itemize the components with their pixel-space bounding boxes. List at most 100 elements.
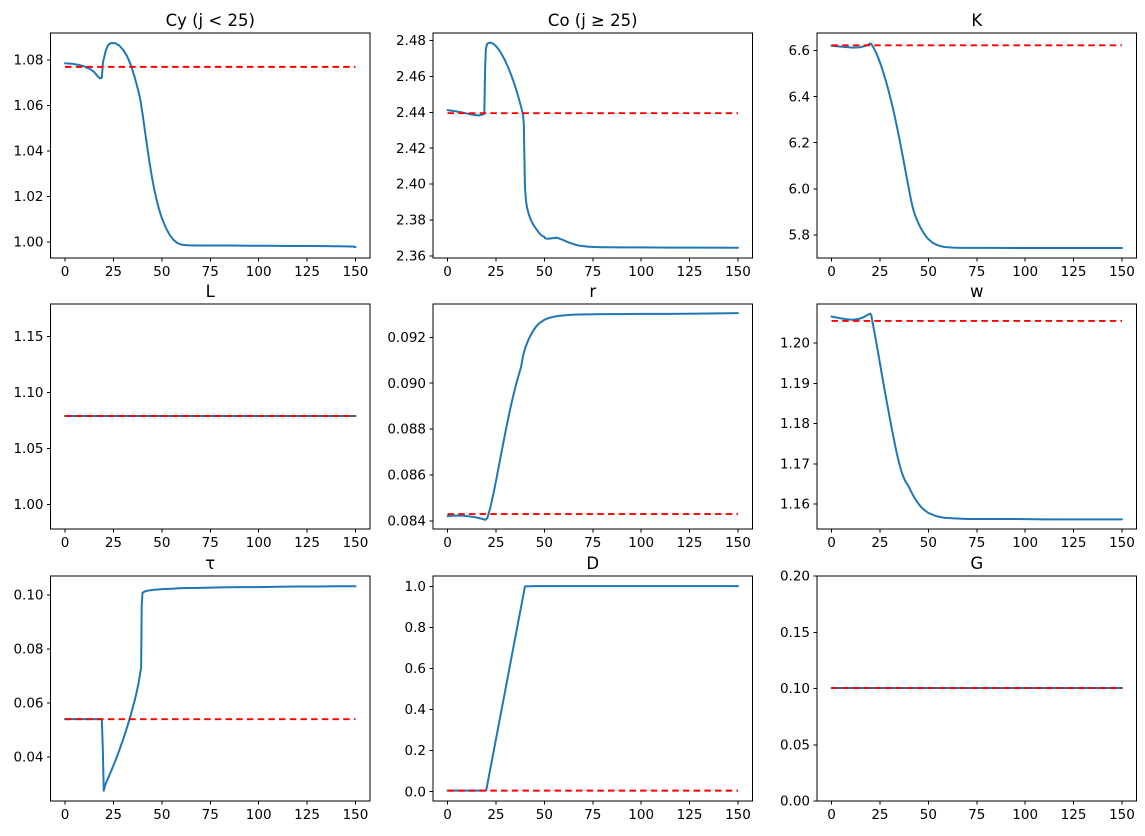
- y-tick-label: 2.44: [396, 105, 426, 121]
- x-tick-label: 25: [487, 264, 504, 280]
- x-tick-label: 100: [246, 264, 272, 280]
- x-tick-label: 125: [294, 535, 320, 551]
- y-tick-label: 2.46: [396, 69, 426, 85]
- x-tick-label: 25: [871, 807, 888, 823]
- x-tick-label: 125: [294, 807, 320, 823]
- y-tick-label: 0.2: [405, 743, 426, 759]
- y-tick-label: 1.08: [13, 53, 43, 69]
- y-tick-label: 0.05: [780, 737, 810, 753]
- y-tick-label: 0.15: [780, 625, 810, 641]
- y-tick-label: 0.10: [780, 681, 810, 697]
- subplot-title-k: K: [971, 11, 983, 30]
- series-line-co: [446, 41, 739, 249]
- y-tick-label: 6.6: [789, 43, 810, 59]
- y-tick-label: 1.02: [13, 189, 43, 205]
- series-line-cy: [64, 42, 357, 249]
- y-tick-label: 0.086: [387, 468, 426, 484]
- x-tick-label: 75: [584, 807, 601, 823]
- x-tick-label: 50: [920, 535, 937, 551]
- y-tick-label: 5.8: [789, 227, 810, 243]
- x-tick-label: 100: [628, 535, 654, 551]
- y-tick-label: 6.0: [789, 181, 810, 197]
- y-tick-label: 0.00: [780, 794, 810, 810]
- subplot-title-w: w: [970, 282, 984, 301]
- subplot-title-cy: Cy (j < 25): [166, 11, 255, 30]
- y-tick-label: 1.19: [780, 376, 810, 392]
- x-tick-label: 125: [677, 264, 703, 280]
- x-tick-label: 25: [105, 807, 122, 823]
- y-tick-label: 1.00: [13, 497, 43, 513]
- subplot-l: L 0 25 50 75 100 125 150 1.00 1.05 1.10 1.15: [13, 282, 371, 551]
- axes-frame: [432, 575, 753, 802]
- axes-frame: [50, 32, 371, 259]
- x-tick-label: 100: [246, 807, 272, 823]
- subplot-title-co: Co (j ≥ 25): [548, 11, 638, 30]
- axes-frame: [432, 303, 753, 530]
- series-line-r: [446, 312, 739, 521]
- x-tick-label: 75: [968, 807, 985, 823]
- subplot-cy: Cy (j < 25) 0 25 50 75 100 125 150 1.00 1.02 1.04 1…: [13, 11, 371, 280]
- x-tick-label: 100: [628, 264, 654, 280]
- x-tick-label: 100: [246, 535, 272, 551]
- y-tick-label: 0.088: [387, 422, 426, 438]
- x-tick-label: 100: [1012, 264, 1038, 280]
- x-tick-label: 0: [61, 264, 70, 280]
- y-tick-label: 1.15: [13, 329, 43, 345]
- x-tick-label: 150: [1109, 807, 1135, 823]
- y-tick-label: 1.05: [13, 441, 43, 457]
- axes-frame: [816, 303, 1137, 530]
- y-tick-label: 0.084: [387, 514, 426, 530]
- x-tick-label: 75: [584, 264, 601, 280]
- x-tick-label: 75: [202, 264, 219, 280]
- x-tick-label: 125: [294, 264, 320, 280]
- subplot-title-l: L: [206, 282, 216, 301]
- y-tick-label: 2.42: [396, 141, 426, 157]
- subplot-title-d: D: [586, 554, 599, 573]
- x-tick-label: 50: [153, 807, 170, 823]
- x-tick-label: 150: [725, 264, 751, 280]
- y-tick-label: 1.0: [405, 579, 426, 595]
- x-tick-label: 50: [920, 264, 937, 280]
- x-tick-label: 75: [968, 264, 985, 280]
- x-tick-label: 0: [827, 535, 836, 551]
- subplot-tau: τ 0 25 50 75 100 125 150 0.04 0.06 0.08 0.10: [13, 554, 371, 823]
- y-tick-label: 1.16: [780, 497, 810, 513]
- x-tick-label: 50: [153, 264, 170, 280]
- x-tick-label: 25: [871, 535, 888, 551]
- x-tick-label: 25: [105, 535, 122, 551]
- y-tick-label: 0.092: [387, 330, 426, 346]
- x-tick-label: 125: [677, 535, 703, 551]
- y-tick-label: 0.4: [405, 702, 426, 718]
- subplot-w: w 0 25 50 75 100 125 150 1.16 1.17 1.18 1.19 1.20: [780, 282, 1137, 551]
- x-tick-label: 25: [871, 264, 888, 280]
- series-line-tau: [64, 585, 357, 792]
- y-tick-label: 0.10: [13, 588, 43, 604]
- y-tick-label: 2.38: [396, 213, 426, 229]
- axes-frame: [50, 575, 371, 802]
- y-tick-label: 0.6: [405, 661, 426, 677]
- x-tick-label: 50: [536, 535, 553, 551]
- axes-frame: [816, 32, 1137, 259]
- series-line-k: [830, 42, 1123, 249]
- y-tick-label: 1.18: [780, 416, 810, 432]
- x-tick-label: 50: [153, 535, 170, 551]
- y-tick-label: 0.0: [405, 784, 426, 800]
- x-tick-label: 150: [1109, 535, 1135, 551]
- x-tick-label: 75: [584, 535, 601, 551]
- subplot-r: r 0 25 50 75 100 125 150 0.084 0.086 0.088 0.090 0.0…: [387, 282, 753, 551]
- subplot-d: D 0 25 50 75 100 125 150 0.0 0.2 0.4 0.6 0.8 1.0: [405, 554, 753, 823]
- x-tick-label: 0: [61, 535, 70, 551]
- subplot-k: K 0 25 50 75 100 125 150 5.8 6.0 6.2 6.4 6.6: [789, 11, 1137, 280]
- subplot-title-g: G: [970, 554, 983, 573]
- x-tick-label: 150: [343, 807, 369, 823]
- x-tick-label: 100: [1012, 807, 1038, 823]
- subplot-title-r: r: [589, 282, 596, 301]
- x-tick-label: 50: [920, 807, 937, 823]
- y-tick-label: 1.20: [780, 336, 810, 352]
- y-tick-label: 0.20: [780, 569, 810, 585]
- x-tick-label: 0: [827, 264, 836, 280]
- x-tick-label: 25: [105, 264, 122, 280]
- y-tick-label: 0.06: [13, 696, 43, 712]
